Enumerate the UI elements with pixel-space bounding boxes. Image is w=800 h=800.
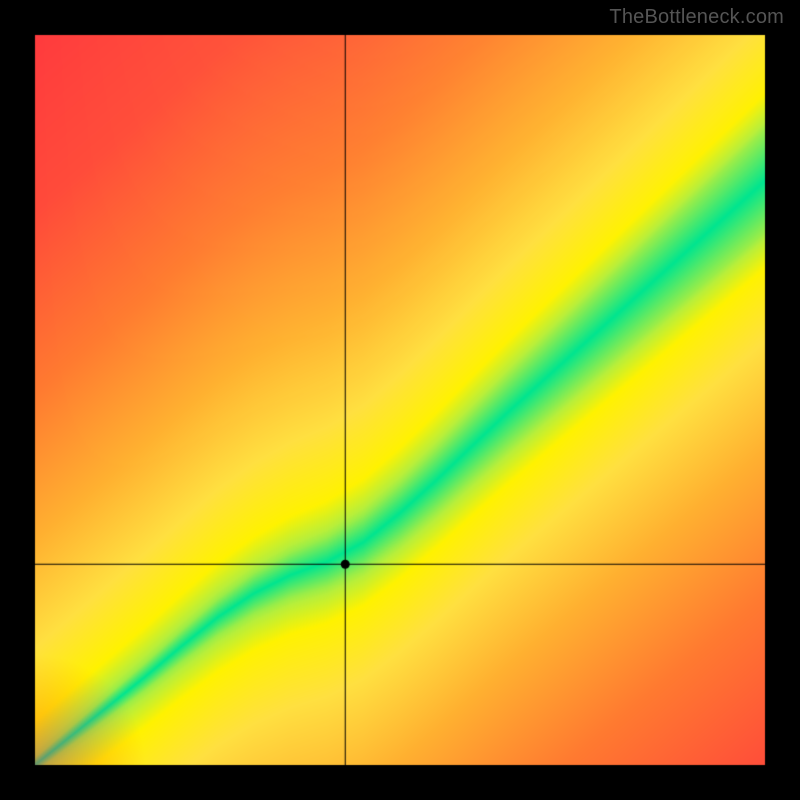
chart-container: TheBottleneck.com (0, 0, 800, 800)
watermark-text: TheBottleneck.com (609, 6, 784, 29)
heatmap-canvas (0, 0, 800, 800)
